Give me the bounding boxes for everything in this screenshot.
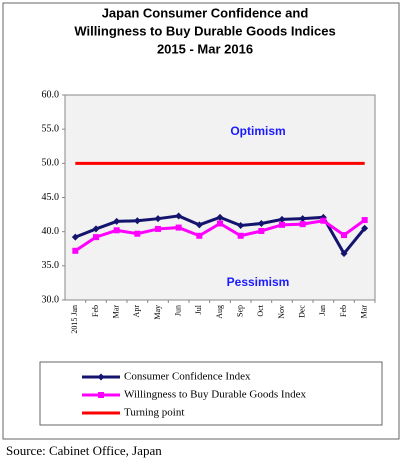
marker — [196, 232, 203, 239]
legend-label: Consumer Confidence Index — [124, 371, 251, 383]
marker — [299, 221, 306, 228]
y-tick-label: 45.0 — [42, 192, 60, 203]
x-tick-label: Jun — [173, 305, 182, 316]
x-tick-label: Jul — [194, 304, 203, 314]
source: Source: Cabinet Office, Japan — [6, 443, 162, 458]
x-tick-label: Oct — [256, 304, 265, 316]
annotation: Pessimism — [227, 275, 290, 289]
x-tick-label: Apr — [132, 305, 141, 318]
marker — [175, 212, 183, 220]
marker — [134, 230, 141, 237]
marker — [340, 250, 348, 258]
x-tick-label: Sep — [235, 305, 244, 317]
y-tick-label: 60.0 — [42, 89, 60, 100]
y-tick-label: 50.0 — [42, 158, 60, 169]
marker — [154, 215, 162, 223]
marker — [237, 232, 244, 239]
marker — [217, 220, 223, 227]
marker — [278, 215, 286, 223]
marker — [237, 222, 245, 230]
legend-label: Willingness to Buy Durable Goods Index — [124, 389, 306, 401]
x-tick-label: Feb — [91, 305, 100, 317]
marker — [92, 225, 100, 233]
plot-area — [64, 94, 376, 301]
x-tick-label: Jan — [318, 305, 327, 316]
marker — [216, 213, 224, 221]
marker — [113, 227, 120, 234]
y-tick-label: 35.0 — [42, 260, 60, 271]
marker — [71, 233, 79, 241]
marker — [257, 219, 265, 227]
marker — [361, 224, 369, 232]
marker — [155, 225, 161, 232]
legend-label: Turning point — [124, 407, 184, 419]
x-tick-label: 2015 Jan — [70, 305, 79, 334]
marker — [175, 224, 182, 231]
y-tick-label: 40.0 — [42, 226, 60, 237]
chart-title: Willingness to Buy Durable Goods Indices — [74, 23, 335, 38]
chart-title: 2015 - Mar 2016 — [157, 41, 253, 56]
marker — [93, 234, 99, 241]
x-tick-label: May — [153, 305, 162, 320]
marker — [195, 221, 203, 229]
x-tick-label: Feb — [339, 305, 348, 317]
y-tick-label: 30.0 — [42, 294, 60, 305]
annotation: Optimism — [230, 124, 285, 138]
x-tick-label: Dec — [297, 305, 306, 318]
x-tick-label: Mar — [111, 305, 120, 319]
x-tick-label: Mar — [359, 305, 368, 319]
marker — [320, 217, 327, 224]
marker — [341, 232, 347, 239]
legend-marker — [97, 373, 105, 381]
marker — [299, 215, 307, 223]
marker — [258, 227, 265, 234]
marker — [361, 217, 368, 224]
marker — [133, 217, 141, 225]
x-tick-label: Nov — [277, 305, 286, 319]
marker — [72, 247, 79, 254]
y-tick-label: 55.0 — [42, 123, 60, 134]
marker — [113, 217, 121, 225]
chart-title: Japan Consumer Confidence and — [102, 5, 309, 20]
legend-marker — [98, 392, 104, 398]
marker — [279, 221, 285, 228]
x-tick-label: Aug — [215, 305, 224, 319]
